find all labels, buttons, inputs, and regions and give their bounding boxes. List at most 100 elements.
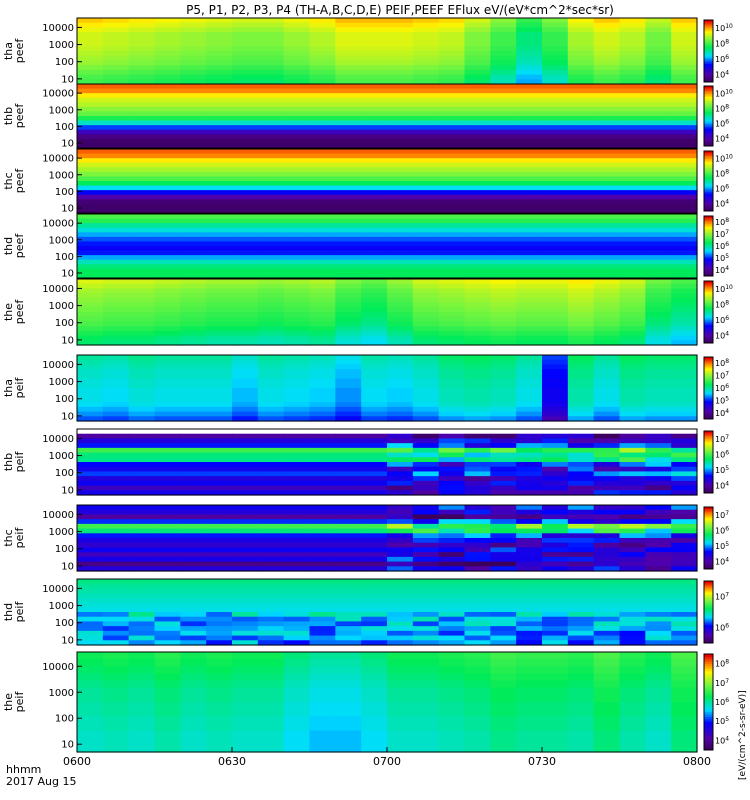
heatmap-cell	[542, 443, 569, 449]
heatmap-cell	[593, 236, 621, 243]
heatmap-cell	[490, 236, 517, 243]
heatmap-cell	[464, 246, 491, 252]
heatmap-cell	[128, 593, 156, 599]
colorbar-segment	[704, 680, 713, 684]
heatmap-cell	[128, 659, 156, 667]
heatmap-cell	[102, 88, 130, 94]
colorbar-tick-label: 104	[715, 69, 729, 79]
heatmap-cell	[619, 153, 646, 159]
heatmap-cell	[206, 223, 233, 229]
heatmap-cell	[335, 36, 362, 43]
heatmap-cell	[128, 616, 156, 623]
heatmap-cell	[542, 462, 569, 468]
heatmap-cell	[180, 462, 207, 468]
heatmap-cell	[102, 106, 130, 113]
colorbar-segment	[704, 107, 713, 109]
heatmap-cell	[619, 447, 646, 454]
heatmap-cell	[361, 579, 388, 585]
heatmap-cell	[671, 36, 698, 43]
heatmap-cell	[102, 588, 130, 594]
heatmap-cell	[128, 22, 156, 29]
heatmap-cell	[542, 566, 569, 572]
heatmap-cell	[542, 283, 569, 290]
heatmap-cell	[619, 203, 646, 210]
heatmap-cell	[542, 556, 569, 563]
colorbar-segment	[704, 539, 713, 542]
heatmap-cell	[206, 297, 233, 304]
heatmap-cell	[387, 480, 414, 487]
heatmap-cell	[619, 335, 646, 341]
heatmap-cell	[77, 369, 104, 375]
heatmap-cell	[283, 279, 311, 285]
colorbar-segment	[704, 58, 713, 61]
heatmap-cell	[102, 438, 130, 444]
heatmap-cell	[567, 602, 595, 608]
heatmap-cell	[361, 236, 388, 243]
heatmap-cell	[671, 116, 698, 122]
heatmap-cell	[154, 519, 181, 525]
heatmap-cell	[361, 621, 388, 627]
heatmap-cell	[464, 621, 491, 627]
heatmap-cell	[309, 97, 336, 103]
heatmap-cell	[154, 588, 181, 594]
heatmap-cell	[232, 27, 259, 33]
heatmap-cell	[516, 326, 543, 332]
colorbar-segment	[704, 90, 713, 93]
heatmap-cell	[464, 429, 491, 435]
heatmap-cell	[412, 32, 440, 38]
heatmap-cell	[464, 74, 491, 80]
heatmap-cell	[309, 264, 336, 270]
heatmap-cell	[671, 223, 698, 229]
heatmap-cell	[309, 523, 336, 530]
heatmap-cell	[180, 181, 207, 187]
heatmap-cell	[464, 443, 491, 449]
heatmap-cell	[206, 236, 233, 243]
heatmap-cell	[283, 312, 311, 318]
heatmap-cell	[361, 694, 388, 703]
heatmap-cell	[232, 335, 259, 341]
heatmap-cell	[206, 316, 233, 323]
heatmap-cell	[283, 509, 311, 516]
heatmap-cell	[593, 680, 621, 689]
y-tick-label: 100	[55, 468, 74, 479]
heatmap-cell	[645, 69, 672, 76]
heatmap-cell	[671, 111, 698, 117]
heatmap-cell	[619, 158, 646, 164]
heatmap-cell	[257, 60, 285, 66]
heatmap-cell	[567, 355, 595, 361]
heatmap-cell	[387, 236, 414, 243]
heatmap-cell	[180, 88, 207, 94]
heatmap-cell	[645, 283, 672, 290]
heatmap-cell	[542, 630, 569, 637]
heatmap-cell	[154, 307, 181, 313]
heatmap-cell	[283, 538, 311, 544]
heatmap-cell	[671, 218, 698, 224]
heatmap-cell	[77, 18, 104, 24]
heatmap-cell	[361, 185, 388, 191]
heatmap-cell	[206, 538, 233, 544]
heatmap-cell	[77, 255, 104, 261]
heatmap-cell	[542, 588, 569, 594]
heatmap-cell	[438, 84, 466, 90]
heatmap-cell	[232, 429, 259, 435]
colorbar-segment	[704, 624, 713, 627]
heatmap-cell	[516, 566, 543, 572]
heatmap-cell	[438, 471, 466, 477]
heatmap-cell	[154, 199, 181, 205]
heatmap-cell	[309, 466, 336, 473]
heatmap-cell	[490, 185, 517, 191]
heatmap-cell	[619, 452, 646, 458]
heatmap-cell	[412, 433, 440, 440]
heatmap-cell	[387, 588, 414, 594]
heatmap-cell	[567, 74, 595, 80]
colorbar-segment	[704, 718, 713, 722]
heatmap-cell	[154, 533, 181, 539]
heatmap-cell	[593, 505, 621, 511]
heatmap-cell	[542, 153, 569, 159]
heatmap-cell	[464, 125, 491, 131]
heatmap-cell	[412, 120, 440, 126]
heatmap-cell	[542, 552, 569, 558]
heatmap-cell	[102, 250, 130, 256]
heatmap-cell	[206, 402, 233, 408]
heatmap-cell	[206, 41, 233, 47]
